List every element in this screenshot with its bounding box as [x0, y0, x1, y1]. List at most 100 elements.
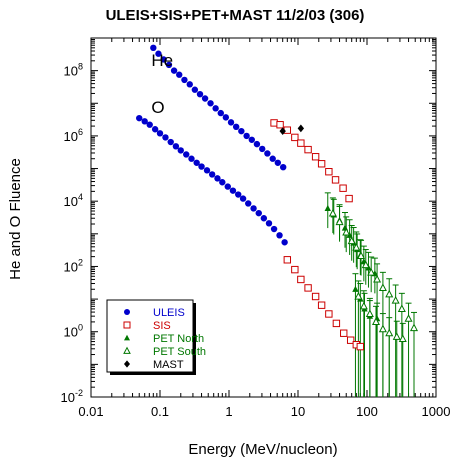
y-tick-label: 102: [64, 257, 83, 274]
plot-frame: [90, 37, 437, 398]
legend-marker: [124, 360, 130, 368]
sis-point: [325, 310, 333, 318]
data-points: [136, 44, 419, 351]
chart-title: ULEIS+SIS+PET+MAST 11/2/03 (306): [106, 7, 365, 24]
uleis-point: [167, 138, 174, 146]
sis-point: [276, 121, 284, 129]
uleis-point: [156, 130, 164, 137]
uleis-point: [269, 155, 276, 162]
sis-point: [339, 184, 347, 192]
uleis-point: [176, 71, 183, 78]
uleis-point: [212, 105, 219, 112]
sis-point: [332, 319, 341, 328]
sis-point: [325, 168, 333, 176]
uleis-point: [214, 175, 221, 182]
uleis-point: [136, 114, 143, 122]
uleis-point: [191, 86, 199, 93]
uleis-point: [150, 44, 157, 52]
sis-point: [317, 301, 326, 309]
legend-marker: [124, 309, 130, 315]
uleis-point: [245, 200, 252, 207]
uleis-point: [203, 167, 211, 174]
y-tick-label: 10-2: [61, 388, 83, 405]
uleis-point: [165, 61, 173, 69]
uleis-point: [239, 195, 247, 202]
uleis-point: [255, 209, 262, 217]
uleis-point: [270, 225, 278, 233]
pet-south-point: [361, 260, 370, 269]
mast-point: [297, 124, 305, 133]
uleis-point: [188, 155, 195, 162]
x-tick-label: 0.01: [78, 404, 103, 419]
x-tick-label: 1: [225, 404, 232, 419]
uleis-point: [208, 171, 216, 178]
plot-area: [90, 37, 437, 398]
legend-marker: [124, 334, 130, 341]
sis-point: [304, 284, 312, 292]
pet-south-point: [357, 251, 366, 259]
uleis-point: [232, 123, 240, 131]
pet-south-point: [385, 289, 394, 298]
pet-south-point: [328, 208, 337, 217]
x-tick-label: 10: [291, 404, 305, 419]
legend-label: MAST: [153, 359, 184, 371]
series-label-o: O: [151, 98, 164, 117]
uleis-point: [264, 150, 271, 157]
sis-point: [346, 336, 355, 344]
pet-south-point: [352, 242, 361, 251]
uleis-point: [177, 147, 184, 154]
uleis-point: [224, 183, 231, 190]
uleis-point: [276, 232, 283, 239]
legend-marker: [123, 346, 131, 354]
pet-south-point: [347, 236, 356, 245]
x-axis-label: Energy (MeV/nucleon): [188, 441, 337, 458]
x-tick-label: 1000: [422, 404, 451, 419]
uleis-point: [207, 100, 214, 107]
pet-south-point: [391, 295, 400, 304]
x-tick-label: 100: [356, 404, 378, 419]
uleis-point: [250, 205, 257, 212]
uleis-point: [193, 159, 200, 166]
legend-box: [106, 299, 194, 373]
uleis-point: [279, 163, 287, 171]
pet-south-point: [378, 283, 387, 291]
pet-south-point: [335, 217, 344, 226]
uleis-point: [162, 134, 169, 141]
sis-point: [345, 194, 353, 203]
pet-south-point: [398, 334, 407, 343]
uleis-point: [229, 187, 237, 194]
y-tick-label: 108: [64, 62, 83, 79]
sis-point: [283, 256, 292, 264]
pet-south-point: [409, 323, 419, 332]
uleis-point: [259, 145, 266, 153]
legend-label: SIS: [153, 320, 171, 332]
uleis-point: [186, 81, 193, 88]
uleis-point: [172, 143, 180, 150]
uleis-point: [160, 56, 167, 63]
sis-point: [270, 119, 278, 127]
pet-south-point: [397, 304, 406, 312]
sis-point: [304, 145, 312, 154]
uleis-point: [217, 109, 224, 117]
uleis-point: [151, 126, 159, 133]
uleis-point: [238, 127, 245, 135]
uleis-point: [183, 151, 190, 158]
sis-point: [291, 133, 299, 142]
sis-point: [311, 292, 320, 301]
uleis-point: [274, 159, 282, 166]
mast-point: [279, 127, 286, 135]
x-tick-label: 0.1: [151, 404, 169, 419]
pet-south-point: [385, 328, 394, 337]
sis-point: [356, 342, 365, 351]
y-tick-label: 100: [64, 323, 83, 340]
uleis-point: [201, 95, 209, 102]
uleis-point: [222, 114, 230, 121]
uleis-point: [196, 90, 204, 98]
legend-label: PET South: [153, 346, 206, 358]
series-labels: He O: [151, 51, 173, 117]
uleis-point: [181, 76, 188, 84]
uleis-point: [265, 220, 273, 227]
uleis-point: [235, 191, 242, 198]
uleis-point: [227, 119, 235, 126]
